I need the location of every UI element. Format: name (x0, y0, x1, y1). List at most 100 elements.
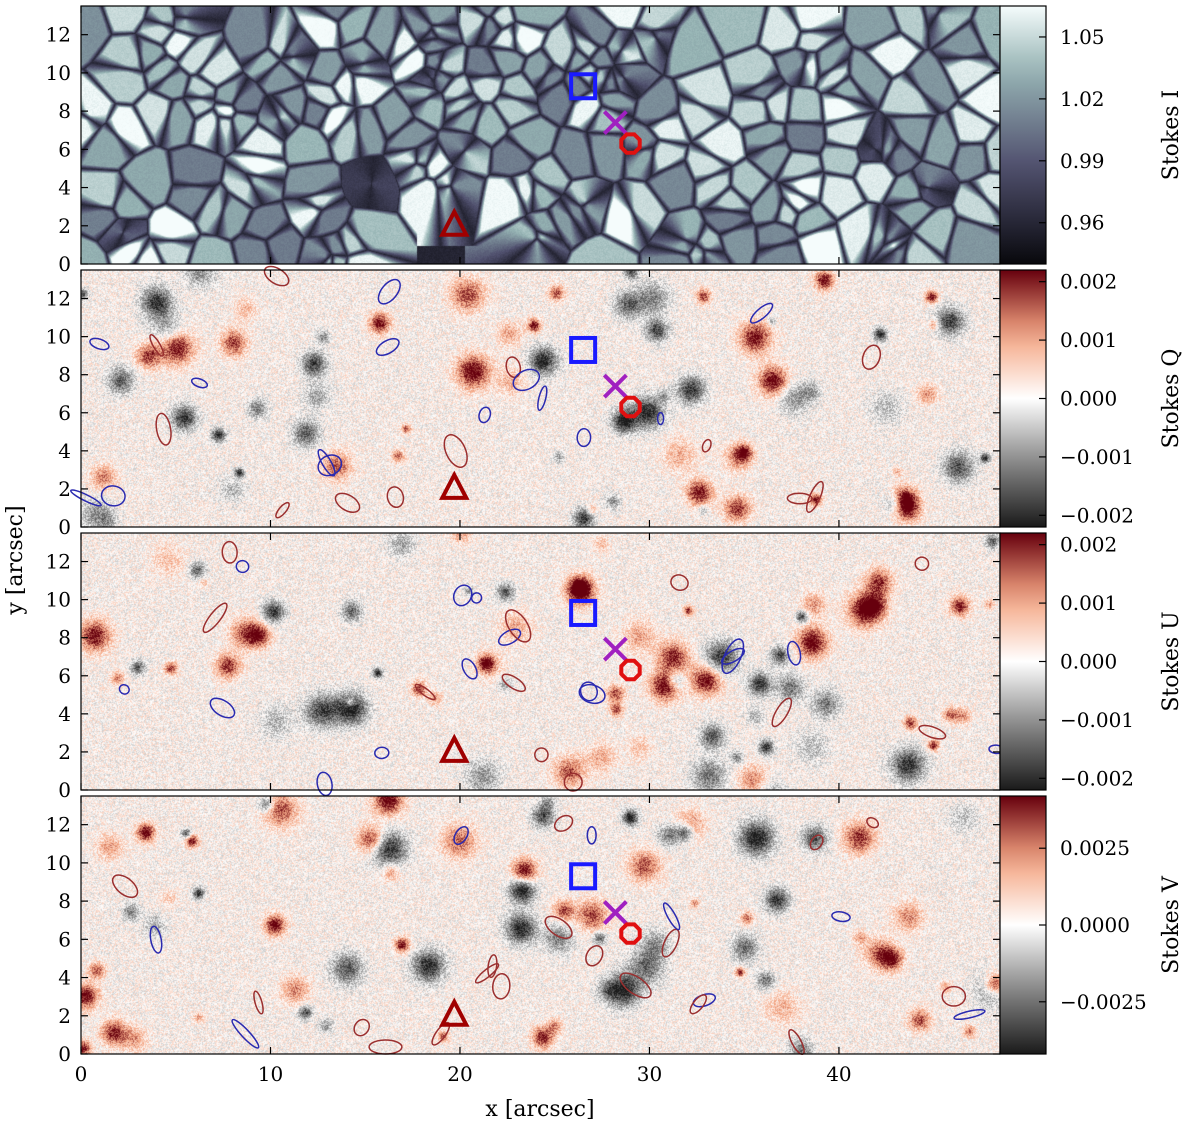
contour (586, 825, 597, 845)
y-tick-label: 2 (58, 740, 71, 764)
colorbar-tick-label: 0.0000 (1060, 913, 1130, 937)
x-tick-label: 20 (447, 1062, 472, 1086)
colorbar-tick-label: 0.0025 (1060, 836, 1130, 860)
marker-square (569, 598, 598, 627)
contour (662, 902, 681, 931)
contour (809, 834, 824, 851)
colorbar-tick-label: −0.002 (1060, 766, 1134, 790)
contour (656, 411, 665, 426)
stokes-i-colorbar (999, 5, 1047, 265)
stokes-u-colorbar (999, 532, 1047, 791)
contour (701, 438, 712, 453)
marker-cross (602, 636, 628, 662)
x-tick-label: 10 (258, 1062, 283, 1086)
contour (414, 683, 436, 701)
contour (377, 278, 401, 305)
contour (209, 697, 236, 719)
contour (253, 990, 264, 1015)
y-tick-label: 10 (46, 851, 71, 875)
contour (544, 915, 573, 940)
contour (221, 540, 238, 564)
y-tick-label: 10 (46, 588, 71, 612)
y-tick-label: 2 (58, 477, 71, 501)
contour (689, 994, 708, 1015)
colorbar-tick-label: −0.001 (1060, 708, 1134, 732)
panel-stokes-u: 0 2 4 6 8 10 12 0.002 0.001 0.000 −0.001 −0.002 Stok… (46, 532, 1184, 802)
colorbar-tick-label: −0.002 (1060, 503, 1134, 527)
y-tick-label: 6 (58, 401, 71, 425)
x-axis-label: x [arcsec] (485, 1097, 594, 1122)
marker-triangle (438, 207, 470, 237)
contour (470, 592, 483, 604)
y-tick-label: 0 (58, 515, 71, 539)
y-tick-label: 8 (58, 626, 71, 650)
contour (553, 814, 574, 832)
stokes-v-map (81, 796, 1000, 1054)
y-tick-label: 12 (46, 813, 71, 837)
x-tick-label: 40 (826, 1062, 851, 1086)
contour (461, 658, 478, 680)
contour (576, 428, 592, 448)
marker-cross (602, 373, 628, 399)
contour (501, 673, 527, 693)
colorbar-tick-label: −0.001 (1060, 445, 1134, 469)
contour (317, 448, 336, 477)
marker-triangle (438, 470, 470, 500)
contour (786, 492, 813, 505)
y-tick-label: 0 (58, 252, 71, 276)
colorbar-tick-label: 0.000 (1060, 650, 1117, 674)
y-tick-label: 6 (58, 664, 71, 688)
contour (275, 501, 290, 519)
colorbar-tick-label: 0.001 (1060, 328, 1117, 352)
contour (914, 556, 930, 571)
contour (579, 681, 598, 702)
stokes-i-map (81, 6, 1000, 264)
contour (497, 628, 522, 646)
marker-triangle (438, 733, 470, 763)
stokes-u-map (81, 533, 1000, 790)
contour (492, 972, 511, 1000)
stokes-q-map (81, 270, 1000, 527)
y-tick-label: 4 (58, 439, 71, 463)
contour (375, 337, 400, 357)
colorbar-tick-label: 0.96 (1060, 211, 1105, 235)
y-tick-label: 6 (58, 927, 71, 951)
contour (452, 584, 473, 607)
y-tick-label: 0 (58, 778, 71, 802)
colorbar-tick-label: 0.002 (1060, 270, 1117, 294)
contour (512, 368, 541, 392)
y-tick-label: 0 (58, 1042, 71, 1066)
y-tick-label: 12 (46, 287, 71, 311)
contour (487, 954, 498, 979)
contour (578, 683, 606, 705)
stokes-q-colorbar-label: Stokes Q (1159, 349, 1184, 449)
y-tick-label: 4 (58, 176, 71, 200)
colorbar-tick-label: 1.05 (1060, 25, 1105, 49)
contour (478, 406, 492, 424)
marker-cross (602, 110, 628, 135)
contour (953, 1008, 986, 1021)
contour (453, 825, 469, 846)
contour (786, 640, 802, 666)
contour (155, 412, 172, 446)
colorbar-tick-label: −0.0025 (1060, 990, 1147, 1014)
contour (111, 874, 139, 899)
contour (619, 972, 652, 999)
contour (563, 772, 583, 792)
y-tick-label: 10 (46, 61, 71, 85)
y-tick-label: 8 (58, 99, 71, 123)
y-tick-label: 8 (58, 363, 71, 387)
y-tick-label: 2 (58, 214, 71, 238)
contour (190, 377, 209, 389)
contour (721, 638, 745, 675)
contour (831, 910, 851, 923)
contour (202, 602, 228, 634)
contour (749, 302, 774, 324)
stokes-q-colorbar (999, 269, 1047, 528)
contour (805, 480, 824, 513)
contour (941, 985, 967, 1007)
contour (386, 486, 405, 509)
marker-square (569, 72, 598, 101)
contour (89, 337, 110, 351)
